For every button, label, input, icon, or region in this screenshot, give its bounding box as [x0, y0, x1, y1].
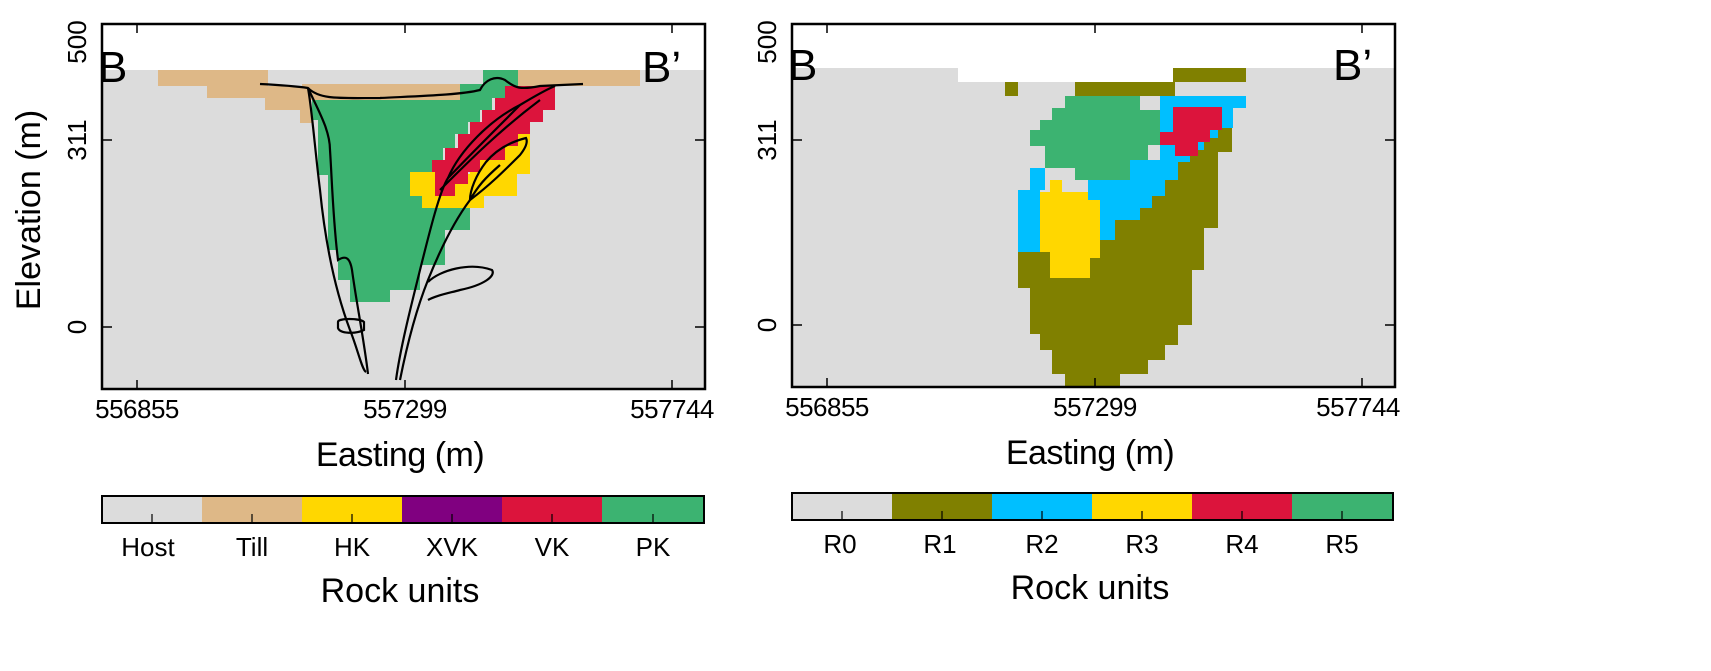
left-colorbar — [101, 495, 705, 524]
legend-pk: PK — [635, 532, 671, 562]
legend-r4: R4 — [1225, 529, 1259, 559]
legend-vk: VK — [534, 532, 570, 562]
mapped-contacts — [259, 76, 584, 381]
x-tick-557299: 557299 — [363, 394, 447, 424]
y-tick-0: 0 — [752, 317, 782, 333]
x-tick-557744: 557744 — [630, 394, 714, 424]
r4-unit — [1160, 107, 1222, 156]
legend-r0: R0 — [823, 529, 857, 559]
colorbar-title: Rock units — [1010, 569, 1170, 607]
x-axis-label: Easting (m) — [315, 436, 485, 474]
x-tick-556855: 556855 — [95, 394, 179, 424]
legend-hk: HK — [333, 532, 371, 562]
legend-host: Host — [121, 532, 175, 562]
right-colorbar — [791, 492, 1394, 521]
legend-r3: R3 — [1125, 529, 1159, 559]
legend-xvk: XVK — [425, 532, 479, 562]
till-unit — [158, 70, 640, 123]
r1-unit — [1005, 68, 1246, 387]
legend-r2: R2 — [1025, 529, 1059, 559]
section-end-label: B’ — [642, 43, 682, 92]
legend-r5: R5 — [1325, 529, 1359, 559]
x-tick-557299: 557299 — [1053, 392, 1137, 422]
x-axis-label: Easting (m) — [1005, 434, 1175, 472]
r3-unit — [1040, 180, 1100, 278]
x-tick-556855: 556855 — [785, 392, 869, 422]
y-tick-311: 311 — [752, 119, 782, 161]
legend-till: Till — [235, 532, 269, 562]
y-tick-500: 500 — [752, 20, 782, 64]
section-start-label: B — [98, 43, 128, 92]
legend-r1: R1 — [923, 529, 957, 559]
colorbar-title: Rock units — [320, 572, 480, 610]
r5-unit — [1030, 96, 1160, 180]
section-start-label: B — [788, 41, 818, 90]
left-section-panel: B B’ 500 311 0 Elevation (m) 556855 5572… — [0, 0, 790, 671]
left-section-plot — [100, 22, 707, 524]
x-tick-557744: 557744 — [1316, 392, 1400, 422]
section-end-label: B’ — [1333, 41, 1373, 90]
